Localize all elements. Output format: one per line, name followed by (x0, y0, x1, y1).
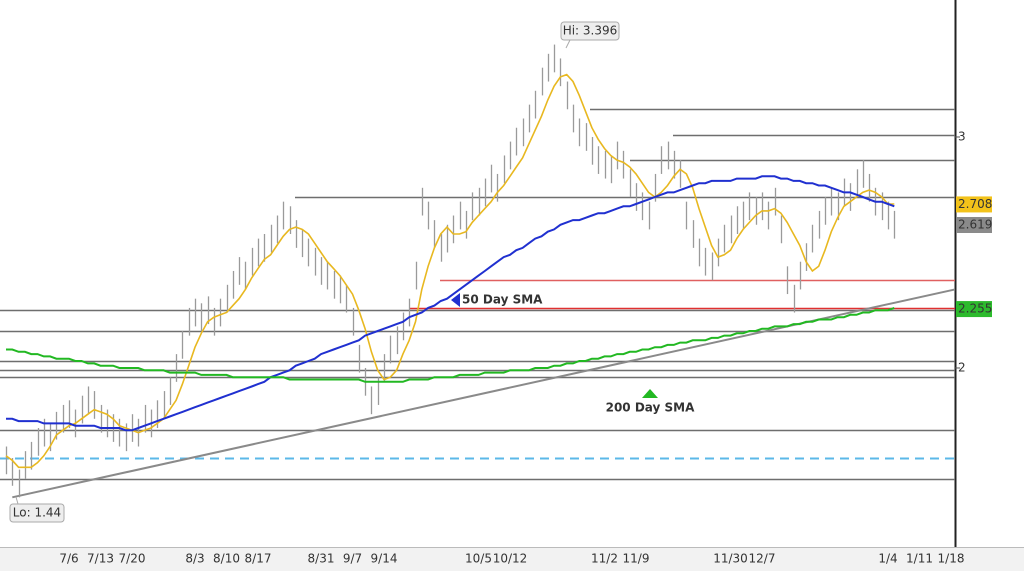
sma-pointer (642, 389, 658, 398)
x-tick-label: 9/14 (371, 552, 398, 566)
x-tick-label: 8/3 (185, 552, 204, 566)
annotation: Hi: 3.396 (563, 24, 618, 38)
x-tick-label: 7/13 (87, 552, 114, 566)
x-tick-label: 8/17 (245, 552, 272, 566)
price-badge-label: 2.255 (958, 302, 992, 316)
annotation: Lo: 1.44 (13, 506, 61, 520)
x-tick-label: 8/31 (308, 552, 335, 566)
x-tick-label: 11/30 (713, 552, 748, 566)
annotation-leader (565, 39, 571, 49)
sma-line (6, 306, 895, 383)
sma-line (6, 175, 895, 432)
sma-pointer (451, 293, 460, 307)
price-badge-label: 2.708 (958, 197, 992, 211)
x-tick-label: 1/18 (938, 552, 965, 566)
annotation-box (560, 21, 620, 41)
x-tick-label: 1/11 (906, 552, 933, 566)
sma-line (5, 73, 895, 469)
price-badge (956, 196, 992, 213)
price-badge (956, 301, 992, 318)
levels (0, 108, 956, 499)
x-tick-label: 12/7 (749, 552, 776, 566)
price-badge-label: 2.619 (958, 217, 992, 231)
x-tick-label: 9/7 (343, 552, 362, 566)
y-tick-label: 2 (958, 360, 966, 374)
x-tick-label: 7/20 (119, 552, 146, 566)
sma-label: 50 Day SMA (462, 293, 543, 307)
x-tick-label: 1/4 (878, 552, 897, 566)
x-tick-label: 11/9 (623, 552, 650, 566)
annotation-box (9, 503, 65, 523)
labels: 237/6 7/13 7/20 8/3 8/10 8/17 8/31 9/7 9/14 10/5 1… (9, 21, 992, 566)
x-tick-label: 8/10 (213, 552, 240, 566)
x-axis-strip (0, 547, 1024, 571)
annotation-leader (15, 496, 19, 505)
price-badge (956, 216, 992, 233)
x-tick-label: 7/6 (59, 552, 78, 566)
x-tick-label: 11/2 (591, 552, 618, 566)
x-tick-label: 10/5 (465, 552, 492, 566)
x-tick-label: 10/12 (493, 552, 528, 566)
sma-lines (5, 73, 895, 469)
y-tick-label: 3 (958, 129, 966, 143)
sma-label: 200 Day SMA (606, 401, 696, 415)
